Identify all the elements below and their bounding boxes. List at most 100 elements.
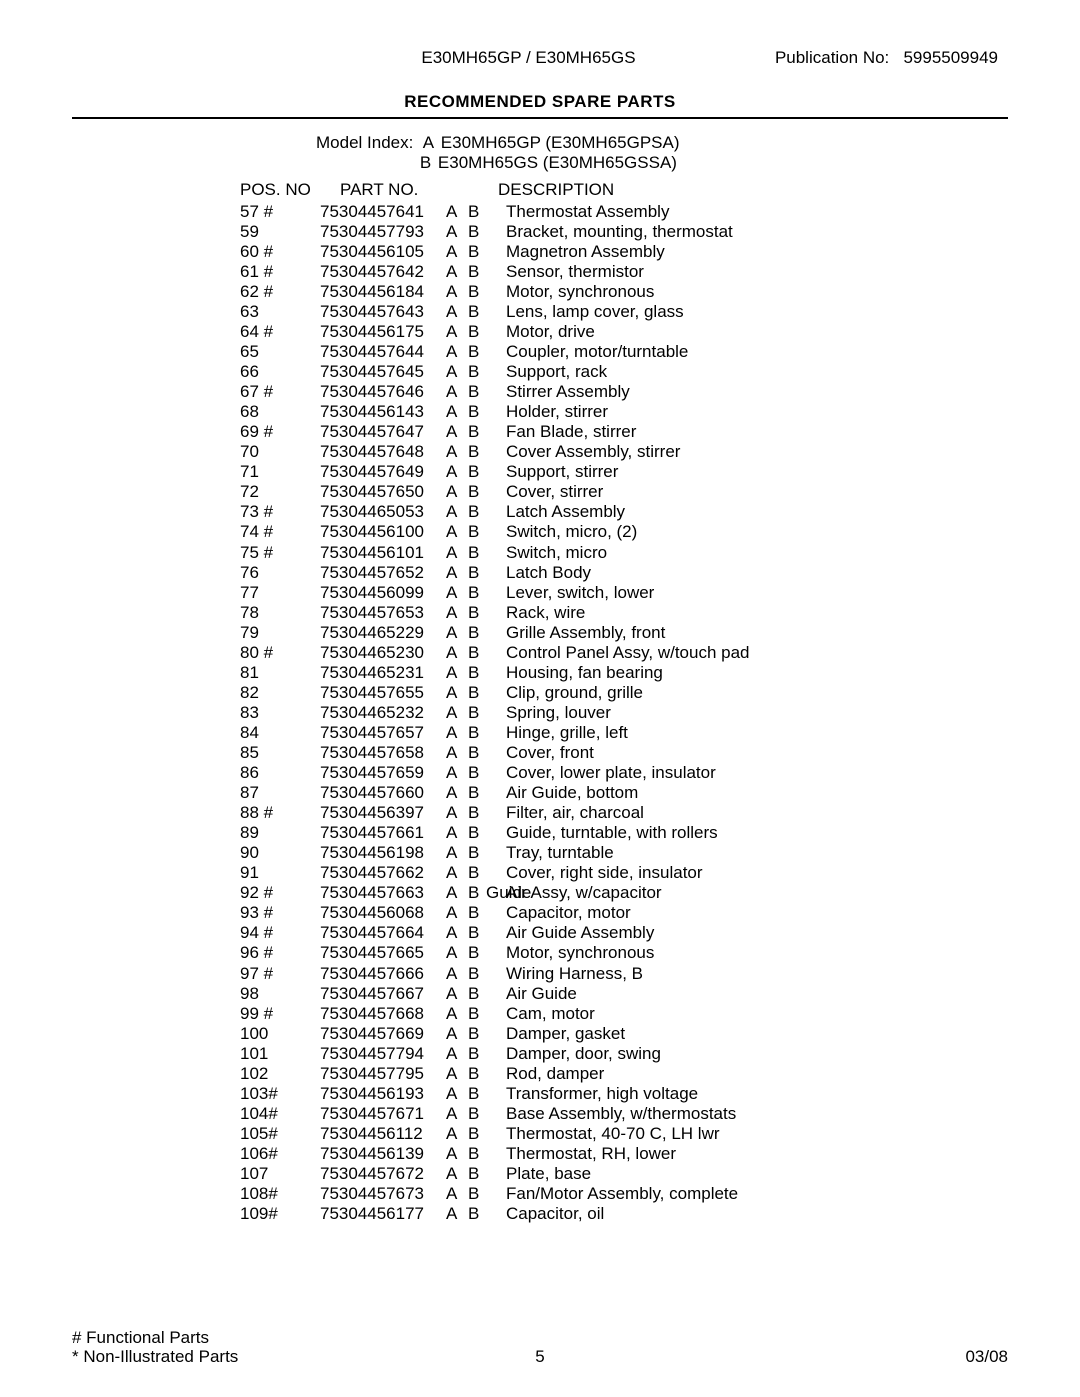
cell-pos: 90 bbox=[240, 843, 320, 863]
cell-part: 75304456177 bbox=[320, 1204, 446, 1224]
cell-pos: 93 # bbox=[240, 903, 320, 923]
cell-b: B bbox=[468, 1184, 506, 1204]
cell-desc: Thermostat Assembly bbox=[506, 202, 750, 222]
cell-pos: 107 bbox=[240, 1164, 320, 1184]
cell-desc: Guide, turntable, with rollers bbox=[506, 823, 750, 843]
col-part: PART NO. bbox=[340, 180, 490, 200]
cell-b: B bbox=[468, 743, 506, 763]
table-row: 8475304457657ABHinge, grille, left bbox=[240, 723, 750, 743]
cell-b: B bbox=[468, 543, 506, 563]
cell-b: B bbox=[468, 603, 506, 623]
cell-b: B bbox=[468, 923, 506, 943]
model-index-letter: B bbox=[420, 153, 438, 173]
table-row: 7275304457650ABCover, stirrer bbox=[240, 482, 750, 502]
cell-desc: Fan Blade, stirrer bbox=[506, 422, 750, 442]
cell-b: B bbox=[468, 583, 506, 603]
cell-a: A bbox=[446, 482, 468, 502]
cell-a: A bbox=[446, 342, 468, 362]
table-row: 10775304457672ABPlate, base bbox=[240, 1164, 750, 1184]
cell-a: A bbox=[446, 242, 468, 262]
cell-part: 75304457661 bbox=[320, 823, 446, 843]
cell-a: A bbox=[446, 382, 468, 402]
table-row: 96 #75304457665ABMotor, synchronous bbox=[240, 943, 750, 963]
cell-part: 75304457671 bbox=[320, 1104, 446, 1124]
cell-pos: 73 # bbox=[240, 502, 320, 522]
table-row: 6675304457645ABSupport, rack bbox=[240, 362, 750, 382]
cell-b: B bbox=[468, 1084, 506, 1104]
cell-pos: 96 # bbox=[240, 943, 320, 963]
cell-a: A bbox=[446, 843, 468, 863]
cell-a: A bbox=[446, 903, 468, 923]
cell-desc: Motor, drive bbox=[506, 322, 750, 342]
cell-part: 75304457644 bbox=[320, 342, 446, 362]
cell-b: B bbox=[468, 1204, 506, 1224]
cell-part: 75304457673 bbox=[320, 1184, 446, 1204]
cell-b: B bbox=[468, 282, 506, 302]
cell-pos: 75 # bbox=[240, 543, 320, 563]
cell-a: A bbox=[446, 222, 468, 242]
cell-b: B bbox=[468, 703, 506, 723]
table-row: 9175304457662ABCover, right side, insula… bbox=[240, 863, 750, 883]
table-row: 10275304457795ABRod, damper bbox=[240, 1064, 750, 1084]
cell-b: B bbox=[468, 242, 506, 262]
cell-part: 75304456143 bbox=[320, 402, 446, 422]
footnote-functional: # Functional Parts bbox=[72, 1328, 238, 1348]
cell-part: 75304457647 bbox=[320, 422, 446, 442]
cell-desc: Cam, motor bbox=[506, 1004, 750, 1024]
cell-desc: Spring, louver bbox=[506, 703, 750, 723]
cell-a: A bbox=[446, 422, 468, 442]
cell-b: B bbox=[468, 1124, 506, 1144]
model-index-label: Model Index: bbox=[316, 133, 423, 153]
cell-a: A bbox=[446, 1124, 468, 1144]
cell-desc: Coupler, motor/turntable bbox=[506, 342, 750, 362]
cell-desc: Plate, base bbox=[506, 1164, 750, 1184]
cell-desc: Wiring Harness, B bbox=[506, 964, 750, 984]
model-index-text: E30MH65GS (E30MH65GSSA) bbox=[438, 153, 677, 173]
cell-part: 75304457667 bbox=[320, 984, 446, 1004]
cell-a: A bbox=[446, 683, 468, 703]
cell-pos: 91 bbox=[240, 863, 320, 883]
cell-pos: 74 # bbox=[240, 522, 320, 542]
cell-a: A bbox=[446, 603, 468, 623]
table-row: 7875304457653ABRack, wire bbox=[240, 603, 750, 623]
cell-pos: 108# bbox=[240, 1184, 320, 1204]
cell-part: 75304457652 bbox=[320, 563, 446, 583]
cell-part: 75304457649 bbox=[320, 462, 446, 482]
cell-part: 75304456198 bbox=[320, 843, 446, 863]
table-row: 92 #75304457663ABGuideAir Assy, w/capaci… bbox=[240, 883, 750, 903]
table-row: 57 #75304457641ABThermostat Assembly bbox=[240, 202, 750, 222]
cell-part: 75304457665 bbox=[320, 943, 446, 963]
cell-part: 75304456139 bbox=[320, 1144, 446, 1164]
cell-a: A bbox=[446, 583, 468, 603]
cell-part: 75304457650 bbox=[320, 482, 446, 502]
cell-a: A bbox=[446, 643, 468, 663]
cell-a: A bbox=[446, 703, 468, 723]
cell-b: B bbox=[468, 943, 506, 963]
cell-part: 75304465053 bbox=[320, 502, 446, 522]
cell-pos: 66 bbox=[240, 362, 320, 382]
publication-label: Publication No: bbox=[775, 48, 889, 67]
model-index-text: E30MH65GP (E30MH65GPSA) bbox=[441, 133, 680, 153]
cell-pos: 98 bbox=[240, 984, 320, 1004]
cell-a: A bbox=[446, 362, 468, 382]
cell-a: A bbox=[446, 984, 468, 1004]
table-row: 67 #75304457646ABStirrer Assembly bbox=[240, 382, 750, 402]
cell-pos: 102 bbox=[240, 1064, 320, 1084]
cell-part: 75304457645 bbox=[320, 362, 446, 382]
cell-a: A bbox=[446, 1044, 468, 1064]
table-row: 104#75304457671ABBase Assembly, w/thermo… bbox=[240, 1104, 750, 1124]
cell-part: 75304457794 bbox=[320, 1044, 446, 1064]
cell-b: B bbox=[468, 663, 506, 683]
cell-part: 75304456193 bbox=[320, 1084, 446, 1104]
cell-desc: Support, rack bbox=[506, 362, 750, 382]
cell-desc: Fan/Motor Assembly, complete bbox=[506, 1184, 750, 1204]
cell-part: 75304457795 bbox=[320, 1064, 446, 1084]
table-row: 74 #75304456100ABSwitch, micro, (2) bbox=[240, 522, 750, 542]
cell-b: B bbox=[468, 1064, 506, 1084]
cell-part: 75304457657 bbox=[320, 723, 446, 743]
cell-desc: Holder, stirrer bbox=[506, 402, 750, 422]
cell-part: 75304456100 bbox=[320, 522, 446, 542]
cell-b: B bbox=[468, 803, 506, 823]
table-row: 62 #75304456184ABMotor, synchronous bbox=[240, 282, 750, 302]
cell-part: 75304456068 bbox=[320, 903, 446, 923]
